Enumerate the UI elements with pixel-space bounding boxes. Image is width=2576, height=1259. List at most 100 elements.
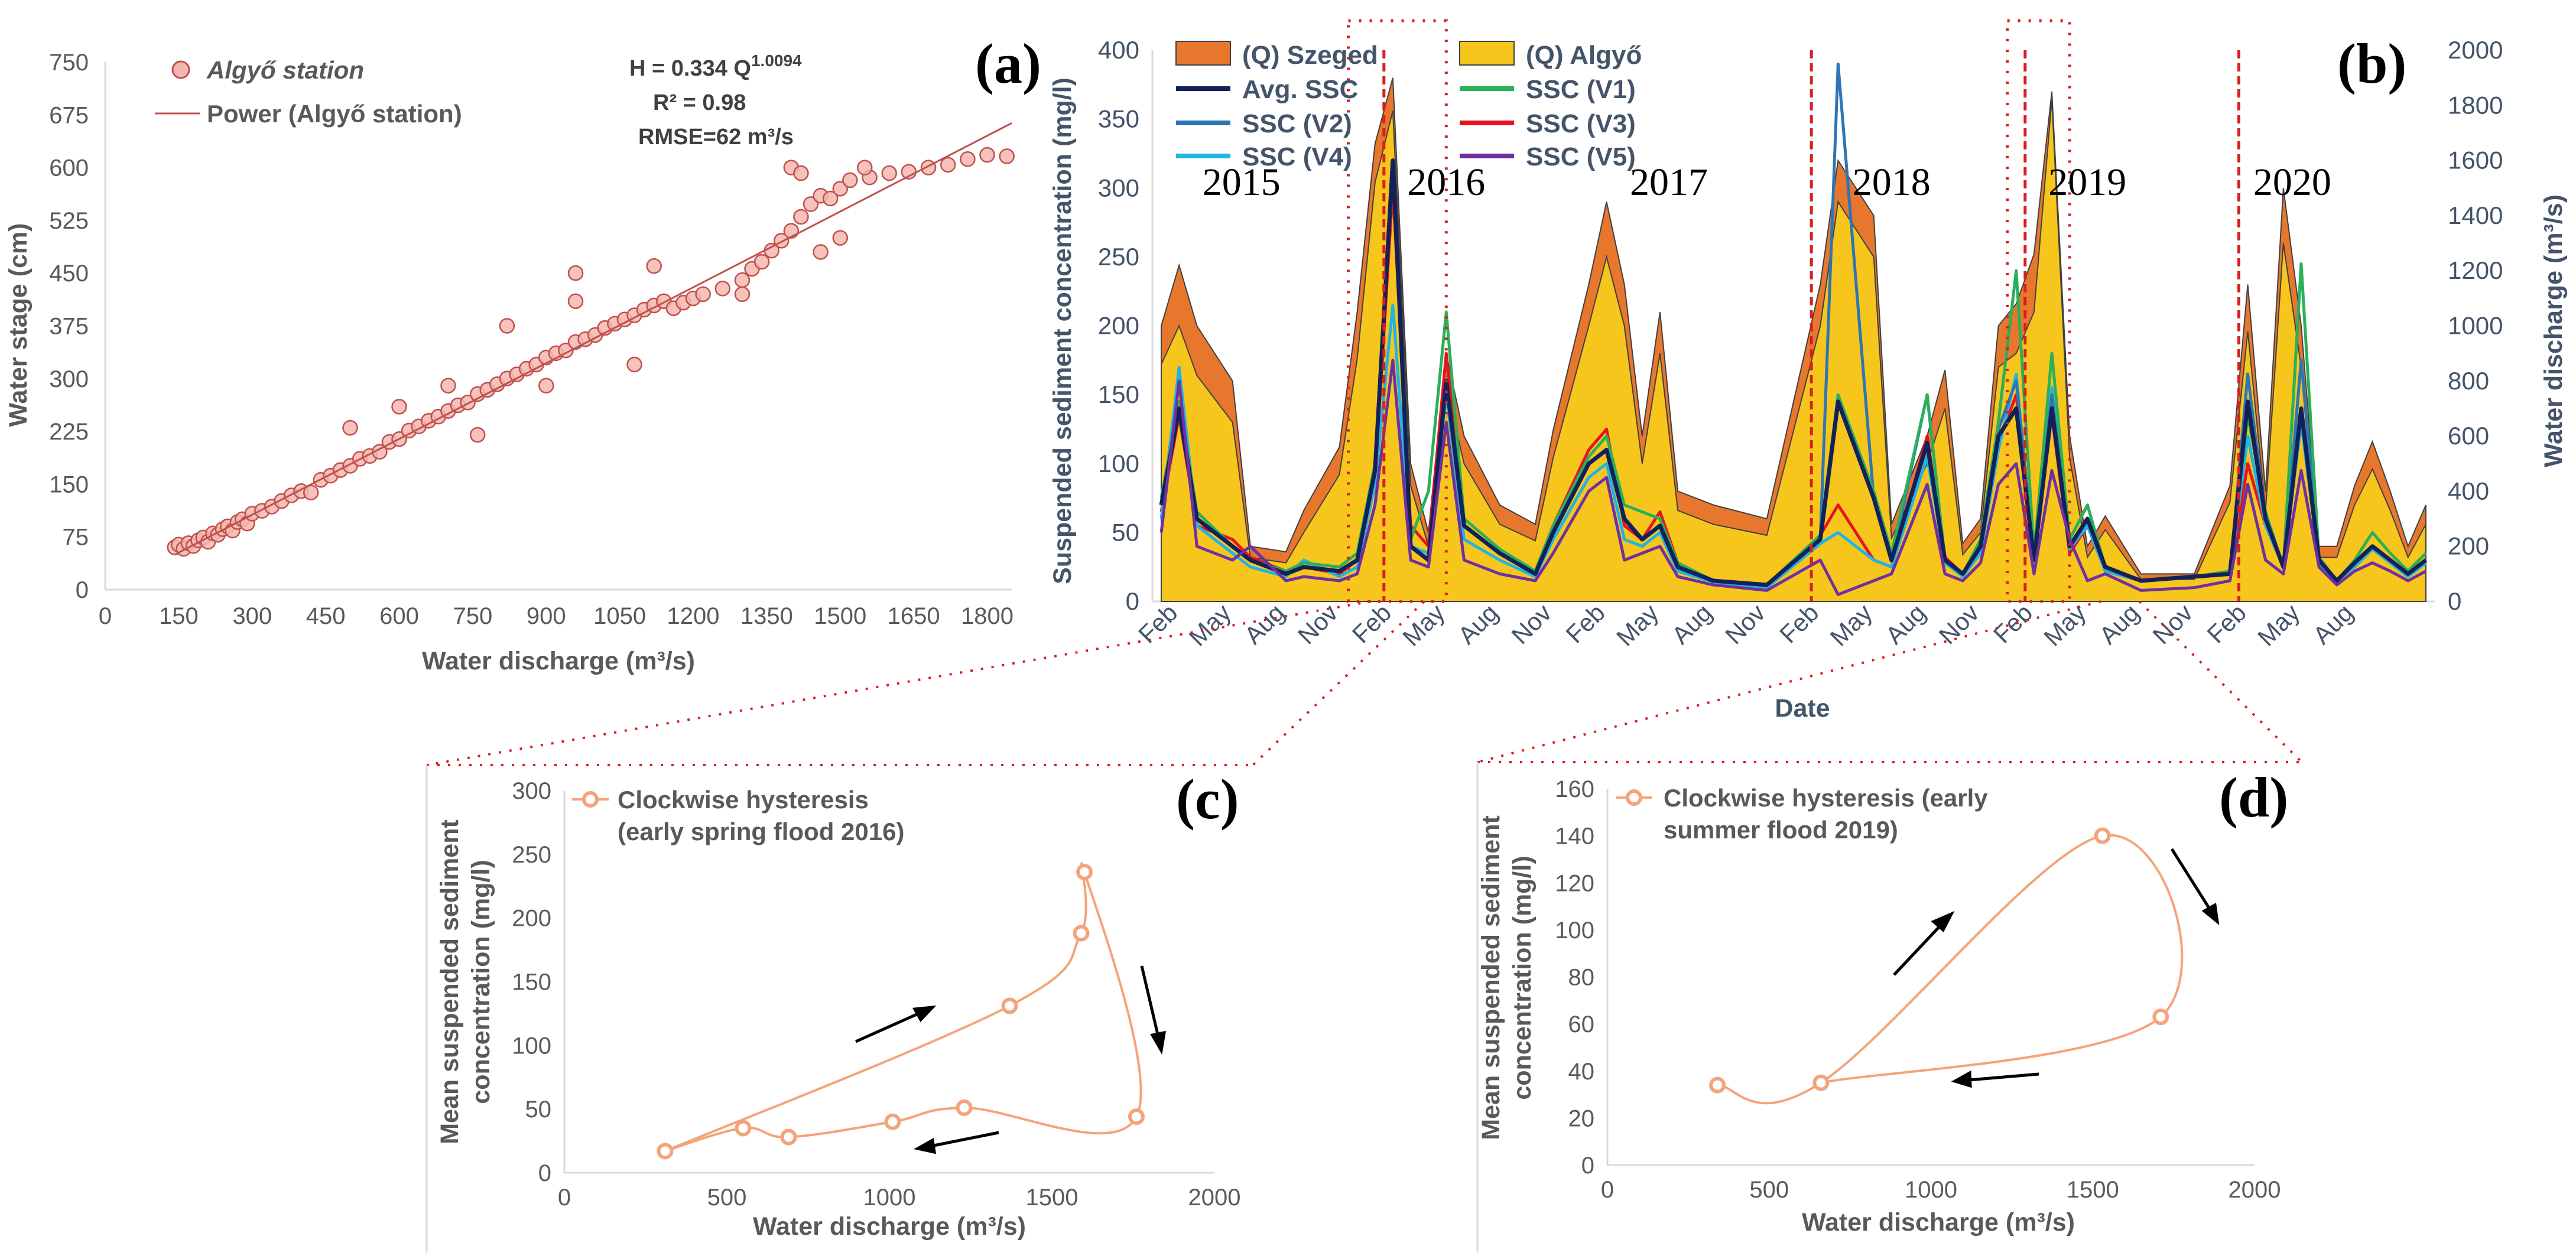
panel-b-y2-tick-label: 200 [2448, 532, 2489, 560]
panel-c-legend-line2: (early spring flood 2016) [618, 818, 904, 845]
scatter-point [842, 172, 858, 188]
panel-a-y-tick-label: 375 [49, 314, 89, 340]
scatter-point [538, 378, 554, 393]
panel-b-legend: (Q) Szeged (Q) Algyő Avg. SSC SSC (V1) SSC (… [1175, 41, 1642, 171]
legend-label: SSC (V4) [1242, 142, 1352, 171]
panel-a-y-tick-label: 0 [76, 577, 89, 603]
legend-swatch [1459, 41, 1515, 66]
year-label-2019: 2019 [2048, 161, 2126, 204]
panel-b-y2-axis-title: Water discharge (m³/s) [2539, 194, 2568, 467]
panel-c-data-point [1076, 864, 1093, 881]
panel-b-x-tick-label: May [2252, 598, 2305, 651]
panel-d-y-axis-title-line1: Mean suspended sediment [1477, 815, 1505, 1140]
panel-a-x-tick-label: 1350 [740, 603, 793, 629]
r-squared: R² = 0.98 [653, 90, 746, 115]
panel-d-hysteresis-curve [1717, 834, 2184, 1105]
panel-c-arrows [855, 965, 1167, 1154]
panel-c-data-point [657, 1143, 674, 1160]
panel-b-y-axis-title: Suspended sediment concentration (mg/l) [1048, 77, 1077, 584]
panel-c-x-tick-label: 500 [707, 1185, 747, 1211]
panel-a-y-tick-label: 600 [49, 155, 89, 181]
panel-a-x-tick-label: 600 [379, 603, 419, 629]
panel-b-x-tick-label: Feb [2201, 598, 2251, 648]
panel-a-y-tick-label: 750 [49, 50, 89, 76]
line-ssc-v4 [1159, 304, 2427, 590]
panel-a-x-tick-label: 150 [159, 603, 199, 629]
area-q-algyo [1161, 99, 2426, 602]
panel-b-y-tick-label: 200 [1098, 312, 1139, 340]
panel-d-data-point [1812, 1074, 1830, 1091]
panel-c-y-tick-label: 300 [512, 778, 551, 804]
panel-d-legend-line1: Clockwise hysteresis (early [1664, 784, 1988, 812]
panel-d-data-point [2152, 1008, 2169, 1026]
zoom-connector-lines [425, 600, 2303, 1253]
year-label-2015: 2015 [1203, 161, 1281, 204]
panel-b-x-tick-label: Feb [1988, 598, 2038, 648]
panel-a-y-tick-label: 75 [63, 525, 89, 551]
panel-d-x-tick-label: 1000 [1905, 1177, 1957, 1203]
panel-d-legend-line2: summer flood 2019) [1664, 816, 1898, 844]
panel-c-x-tick-label: 0 [558, 1185, 571, 1211]
panel-c-data-point [1073, 925, 1090, 942]
scatter-point [960, 151, 976, 167]
panel-c-legend-line1: Clockwise hysteresis [618, 786, 869, 814]
scatter-point [881, 165, 897, 181]
legend-label: Avg. SSC [1242, 75, 1358, 104]
year-label-2018: 2018 [1853, 161, 1931, 204]
equation-exponent: 1.0094 [751, 51, 802, 70]
panel-b-y2-tick-label: 1400 [2448, 201, 2503, 229]
panel-d-hysteresis-chart: 0 20 40 60 80 100 120 140 160 0 500 1000 1500 2000 Cl… [1477, 766, 2288, 1237]
scatter-point [440, 378, 456, 393]
legend-marker-algyo [171, 60, 190, 79]
panel-c-data-point [735, 1120, 752, 1137]
panel-d-x-axis-title: Water discharge (m³/s) [1802, 1208, 2075, 1237]
panel-d-y-tick-label: 140 [1555, 824, 1594, 850]
panel-label-d: (d) [2219, 766, 2288, 829]
panel-b-x-tick-label: May [2038, 598, 2091, 651]
rmse-label: RMSE=62 m³/s [638, 125, 794, 149]
panel-b-y2-tick-label: 800 [2448, 367, 2489, 395]
scatter-point [567, 265, 584, 281]
panel-a-x-tick-label: 0 [99, 603, 112, 629]
panel-b-y-tick-label: 150 [1098, 380, 1139, 408]
panel-c-x-axis-title: Water discharge (m³/s) [753, 1212, 1026, 1241]
legend-label: (Q) Algyő [1526, 41, 1642, 70]
panel-b-x-tick-label: May [1184, 598, 1236, 651]
regression-equation: H = 0.334 Q1.0094 R² = 0.98 RMSE=62 m³/s [629, 51, 802, 149]
panel-c-data-point [1001, 997, 1018, 1014]
scatter-point [714, 281, 731, 297]
year-label-2016: 2016 [1407, 161, 1485, 204]
panel-b-x-tick-label: Aug [1880, 598, 1931, 649]
panel-b-x-tick-label: Aug [2094, 598, 2145, 649]
panel-d-y-tick-label: 100 [1555, 918, 1594, 944]
scatter-point [999, 148, 1015, 164]
panel-c-y-tick-label: 100 [512, 1033, 551, 1059]
legend-label: (Q) Szeged [1242, 41, 1378, 70]
panel-c-x-tick-label: 2000 [1188, 1185, 1241, 1211]
panel-c-data-point [1128, 1108, 1145, 1125]
panel-b-x-tick-label: Nov [1506, 598, 1557, 649]
line-avg-ssc [1159, 158, 2428, 587]
panel-c-y-axis-title-line2: concentration (mg/l) [467, 860, 495, 1104]
panel-d-data-point [2094, 827, 2111, 844]
panel-c-x-tick-label: 1500 [1026, 1185, 1079, 1211]
panel-d-legend: Clockwise hysteresis (early summer flood… [1616, 784, 1988, 844]
panel-a-y-tick-label: 525 [49, 208, 89, 234]
panel-a-y-axis-title: Water stage (cm) [4, 223, 33, 427]
scatter-point [813, 244, 829, 260]
flood-highlight-box [2006, 19, 2071, 603]
panel-a-x-tick-label: 1650 [888, 603, 940, 629]
panel-c-legend: Clockwise hysteresis (early spring flood… [572, 786, 904, 845]
scatter-point [567, 293, 584, 310]
panel-b-y-tick-label: 250 [1098, 243, 1139, 271]
scatter-point [793, 209, 809, 225]
panel-d-x-tick-label: 0 [1601, 1177, 1614, 1203]
panel-d-y-tick-label: 60 [1568, 1011, 1595, 1037]
panel-b-x-tick-label: Aug [1239, 598, 1289, 649]
legend-label: SSC (V5) [1526, 142, 1636, 171]
scatter-point [695, 286, 711, 302]
panel-a-x-tick-label: 1800 [961, 603, 1013, 629]
panel-c-data-point [956, 1099, 973, 1117]
year-label-2017: 2017 [1630, 161, 1708, 204]
